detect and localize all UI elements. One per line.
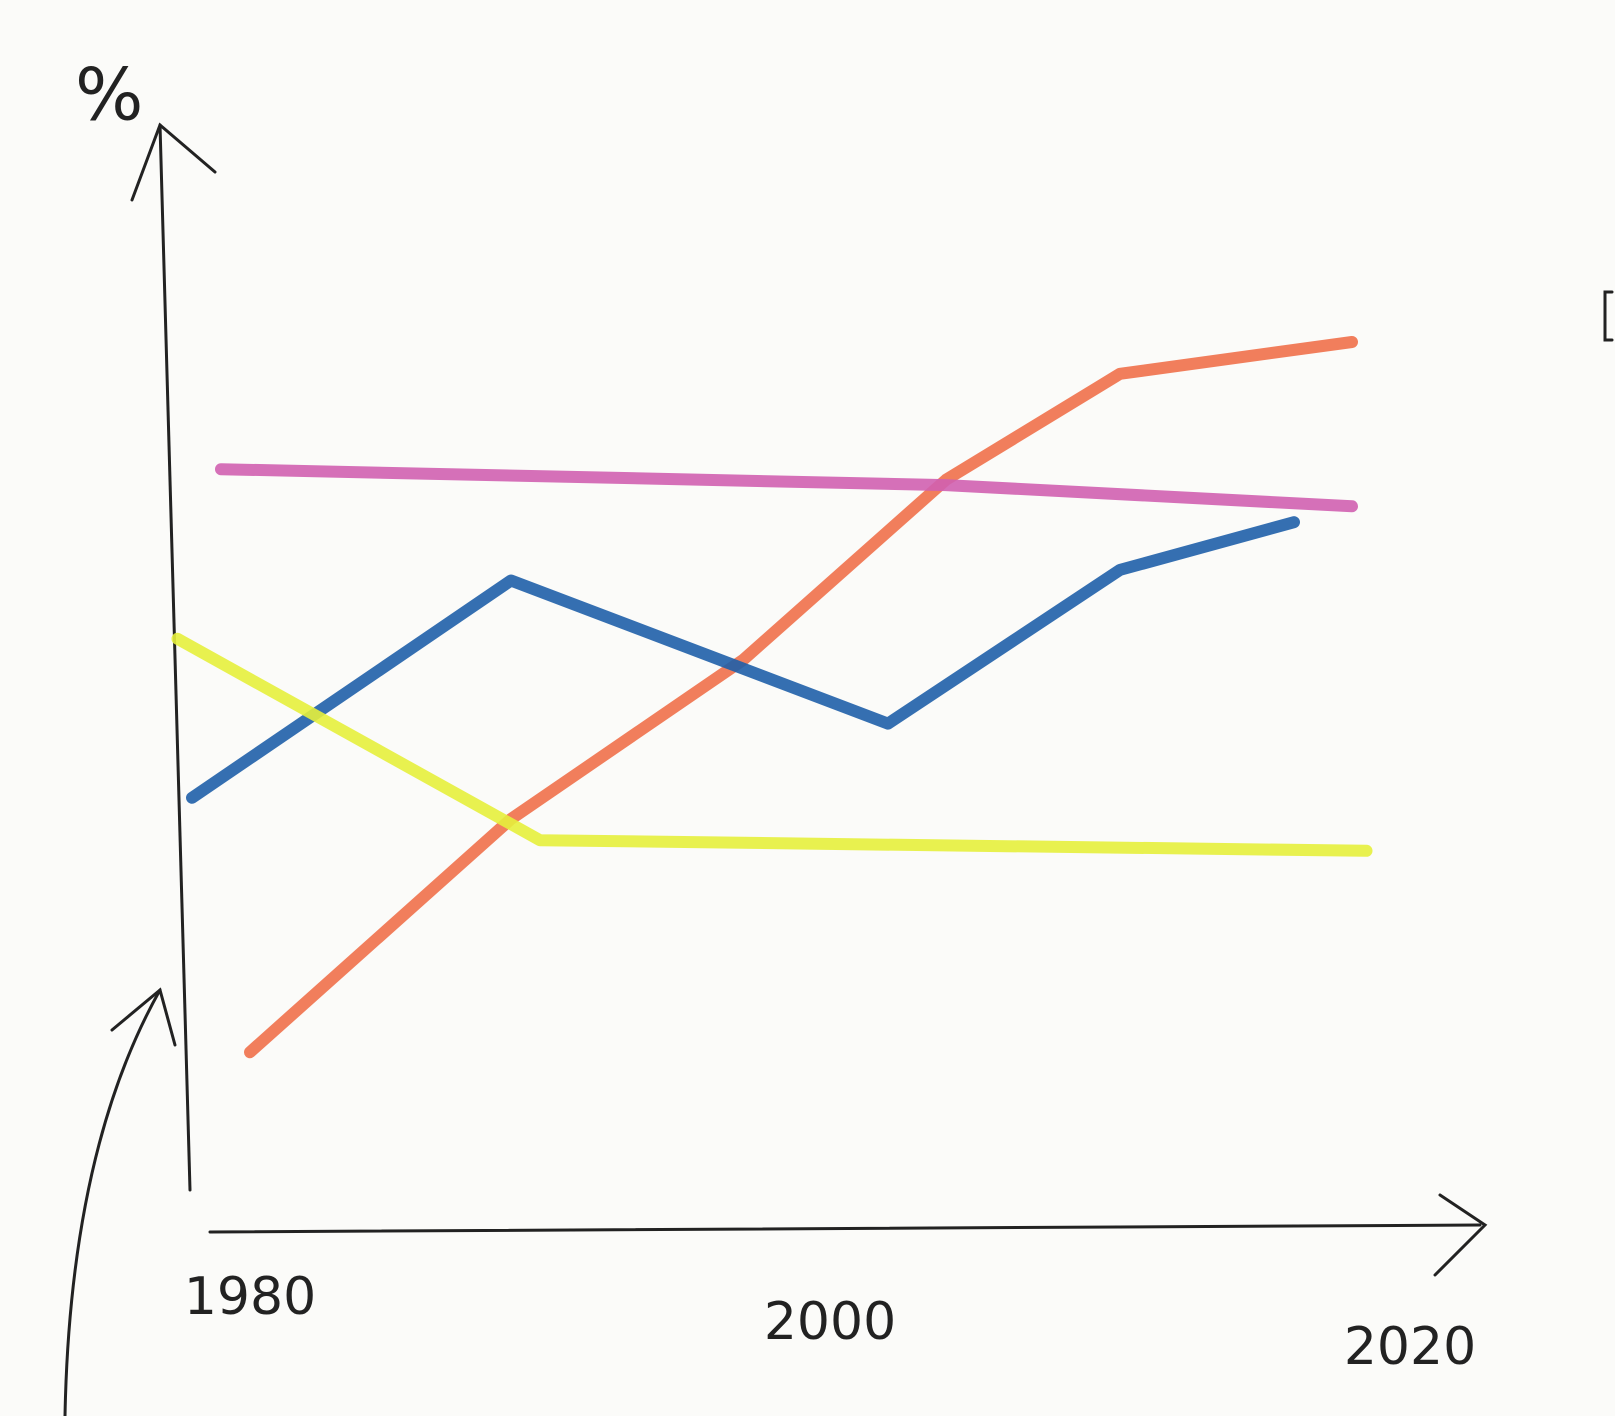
- series-line: [244, 336, 1358, 1059]
- y-axis-label: %: [75, 53, 143, 137]
- x-tick-label: 2000: [764, 1292, 896, 1352]
- x-axis-arrow: [1433, 1193, 1488, 1277]
- series-line: [215, 463, 1358, 513]
- x-axis: [208, 1223, 1482, 1234]
- y-axis-arrow: [130, 122, 217, 202]
- edge-mark: [1603, 290, 1614, 342]
- x-tick-label: 1980: [184, 1267, 316, 1327]
- y-axis: [158, 123, 192, 1192]
- pointer-arrow: [63, 988, 162, 1416]
- series-line: [186, 516, 1300, 804]
- series-line: [171, 632, 1373, 857]
- x-tick-label: 2020: [1344, 1317, 1476, 1377]
- pointer-arrow-head: [110, 987, 177, 1047]
